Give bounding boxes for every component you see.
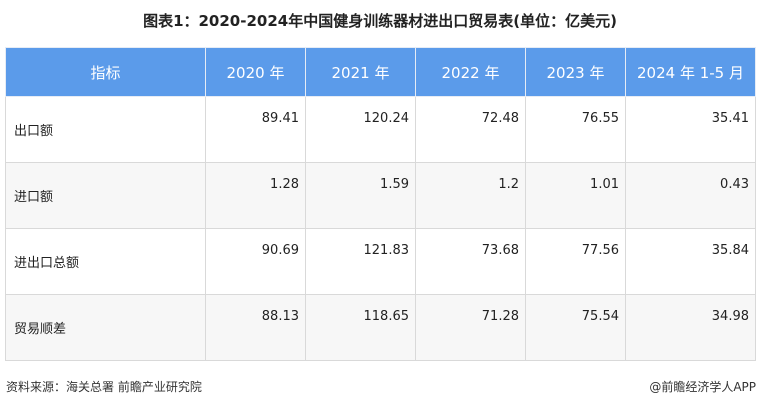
cell-value: 34.98 bbox=[625, 294, 756, 361]
column-header: 2021 年 bbox=[305, 47, 416, 97]
cell-value: 72.48 bbox=[415, 96, 526, 163]
cell-value: 77.56 bbox=[525, 228, 626, 295]
cell-value: 90.69 bbox=[205, 228, 306, 295]
row-label: 进出口总额 bbox=[5, 228, 206, 295]
cell-value: 76.55 bbox=[525, 96, 626, 163]
column-header: 2020 年 bbox=[205, 47, 306, 97]
cell-value: 1.01 bbox=[525, 162, 626, 229]
row-label: 进口额 bbox=[5, 162, 206, 229]
cell-value: 118.65 bbox=[305, 294, 416, 361]
column-header: 指标 bbox=[5, 47, 206, 97]
cell-value: 75.54 bbox=[525, 294, 626, 361]
cell-value: 121.83 bbox=[305, 228, 416, 295]
cell-value: 35.84 bbox=[625, 228, 756, 295]
table-row: 进出口总额 90.69 121.83 73.68 77.56 35.84 bbox=[5, 228, 756, 295]
table-row: 贸易顺差 88.13 118.65 71.28 75.54 34.98 bbox=[5, 294, 756, 361]
cell-value: 1.59 bbox=[305, 162, 416, 229]
table-row: 进口额 1.28 1.59 1.2 1.01 0.43 bbox=[5, 162, 756, 229]
row-label: 出口额 bbox=[5, 96, 206, 163]
data-table: 指标 2020 年 2021 年 2022 年 2023 年 2024 年 1-… bbox=[5, 47, 756, 361]
column-header: 2023 年 bbox=[525, 47, 626, 97]
credit-note: @前瞻经济学人APP bbox=[649, 380, 756, 394]
cell-value: 88.13 bbox=[205, 294, 306, 361]
cell-value: 0.43 bbox=[625, 162, 756, 229]
header-row: 指标 2020 年 2021 年 2022 年 2023 年 2024 年 1-… bbox=[5, 47, 756, 97]
cell-value: 71.28 bbox=[415, 294, 526, 361]
cell-value: 120.24 bbox=[305, 96, 416, 163]
table-row: 出口额 89.41 120.24 72.48 76.55 35.41 bbox=[5, 96, 756, 163]
cell-value: 1.2 bbox=[415, 162, 526, 229]
column-header: 2022 年 bbox=[415, 47, 526, 97]
row-label: 贸易顺差 bbox=[5, 294, 206, 361]
cell-value: 1.28 bbox=[205, 162, 306, 229]
source-note: 资料来源：海关总署 前瞻产业研究院 bbox=[6, 380, 202, 394]
cell-value: 89.41 bbox=[205, 96, 306, 163]
cell-value: 73.68 bbox=[415, 228, 526, 295]
table-title: 图表1：2020-2024年中国健身训练器材进出口贸易表(单位：亿美元) bbox=[143, 12, 617, 30]
cell-value: 35.41 bbox=[625, 96, 756, 163]
column-header: 2024 年 1-5 月 bbox=[625, 47, 756, 97]
